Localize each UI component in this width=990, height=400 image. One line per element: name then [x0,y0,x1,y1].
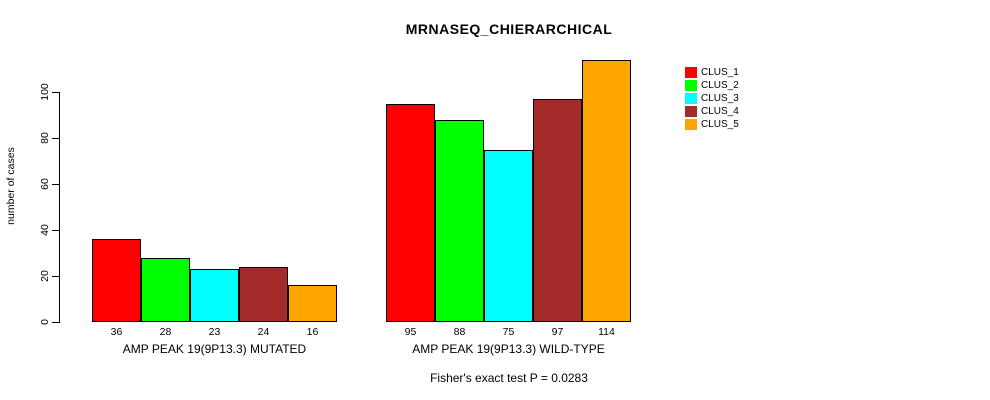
bar-value-label: 95 [404,326,417,338]
legend: CLUS_1 CLUS_2 CLUS_3 CLUS_4 CLUS_5 [685,66,775,136]
bar-clus_4-group2 [533,98,582,322]
y-tick-label: 20 [39,270,51,282]
legend-label: CLUS_1 [701,67,739,78]
bar-value-label: 16 [306,326,319,338]
bar-clus_1-group2 [386,103,435,322]
y-tick-label: 0 [39,319,51,325]
y-tick-label: 100 [39,83,51,101]
legend-label: CLUS_4 [701,106,739,117]
group-label: AMP PEAK 19(9P13.3) MUTATED [122,342,307,356]
y-tick-mark [52,184,59,185]
bar-clus_5-group1 [288,285,337,322]
group-label: AMP PEAK 19(9P13.3) WILD-TYPE [412,342,605,356]
y-tick-mark [52,138,59,139]
bar-value-label: 24 [257,326,270,338]
legend-swatch [685,93,697,104]
y-tick-label: 60 [39,178,51,190]
bar-clus_2-group2 [435,119,484,322]
y-tick-mark [52,230,59,231]
bar-clus_1-group1 [92,239,141,322]
legend-item-clus_3: CLUS_3 [685,92,739,105]
bar-clus_3-group2 [484,149,533,322]
bar-value-label: 28 [159,326,172,338]
bar-value-label: 97 [551,326,564,338]
bar-clus_4-group1 [239,266,288,322]
bar-value-label: 36 [110,326,123,338]
legend-item-clus_5: CLUS_5 [685,118,739,131]
bar-value-label: 23 [208,326,221,338]
legend-item-clus_1: CLUS_1 [685,66,739,79]
chart-title: MRNASEQ_CHIERARCHICAL [405,21,613,37]
legend-label: CLUS_3 [701,93,739,104]
y-tick-mark [52,322,59,323]
y-tick-mark [52,92,59,93]
legend-label: CLUS_5 [701,119,739,130]
legend-swatch [685,67,697,78]
bar-clus_3-group1 [190,269,239,322]
bar-value-label: 88 [453,326,466,338]
y-axis-line [59,92,60,323]
legend-swatch [685,106,697,117]
y-tick-label: 80 [39,132,51,144]
legend-item-clus_2: CLUS_2 [685,79,739,92]
y-tick-label: 40 [39,224,51,236]
bar-value-label: 114 [598,326,615,338]
legend-swatch [685,80,697,91]
footnote-annotation: Fisher's exact test P = 0.0283 [430,371,588,385]
bar-clus_2-group1 [141,257,190,322]
legend-item-clus_4: CLUS_4 [685,105,739,118]
legend-swatch [685,119,697,130]
legend-label: CLUS_2 [701,80,739,91]
bar-value-label: 75 [502,326,515,338]
bar-clus_5-group2 [582,59,631,322]
y-tick-mark [52,276,59,277]
y-axis-label: number of cases [5,147,17,225]
